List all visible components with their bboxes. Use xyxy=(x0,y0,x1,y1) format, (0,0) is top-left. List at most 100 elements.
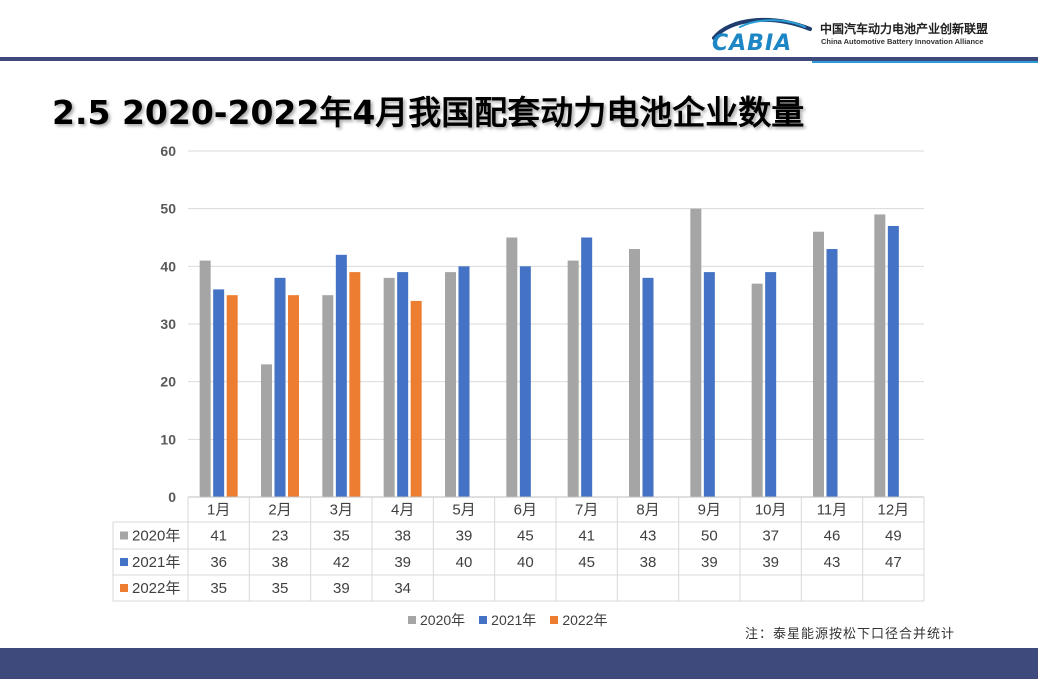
table-cell-value: 47 xyxy=(885,554,902,571)
legend-label: 2022年 xyxy=(562,612,608,628)
header-rule xyxy=(0,57,1038,61)
x-tick-label: 11月 xyxy=(817,502,848,519)
bar-2020-m10 xyxy=(751,283,763,497)
table-cell-value: 42 xyxy=(333,554,350,571)
bar-2021-m12 xyxy=(887,225,899,497)
bar-2020-m4 xyxy=(383,277,395,497)
legend-swatch xyxy=(479,616,488,624)
table-cell-value: 43 xyxy=(640,528,657,545)
bar-2021-m5 xyxy=(458,266,470,497)
bar-2022-m2 xyxy=(288,295,299,497)
table-cell-value: 46 xyxy=(824,528,841,545)
cabia-logo: CABIA xyxy=(712,18,812,54)
y-tick-label: 20 xyxy=(160,374,176,390)
table-row: 2022年 35 35 39 34 xyxy=(120,580,411,597)
bar-2020-m8 xyxy=(629,249,640,497)
legend-item-2021: 2021年 xyxy=(479,613,536,627)
bar-2021-m11 xyxy=(826,249,838,497)
table-cell-value: 41 xyxy=(578,528,595,545)
x-tick-label: 4月 xyxy=(391,502,414,519)
table-cell-value: 35 xyxy=(210,580,227,597)
source-note: 注：泰星能源按松下口径合并统计 xyxy=(745,627,956,642)
table-row-label: 2020年 xyxy=(132,528,180,545)
org-name-en: China Automotive Battery Innovation Alli… xyxy=(821,37,984,46)
gridlines: 0 10 20 30 40 50 60 xyxy=(160,143,924,505)
y-tick-label: 40 xyxy=(160,258,176,274)
table-row-label: 2022年 xyxy=(132,580,180,597)
table-cell-value: 38 xyxy=(272,554,289,571)
legend-swatch xyxy=(408,616,416,624)
table-cell-value: 40 xyxy=(456,554,473,571)
y-tick-label: 30 xyxy=(160,316,176,332)
legend-label: 2020年 xyxy=(420,612,466,628)
table-cell-value: 49 xyxy=(885,528,902,545)
bars xyxy=(199,208,899,497)
table-cell-value: 36 xyxy=(210,554,227,571)
table-cell-value: 34 xyxy=(394,580,411,597)
table-cell-value: 39 xyxy=(762,554,779,571)
table-cell-value: 43 xyxy=(824,554,841,571)
x-tick-label: 1月 xyxy=(207,502,230,519)
bar-2020-m9 xyxy=(690,208,702,497)
table-cell-value: 39 xyxy=(701,554,718,571)
x-tick-label: 7月 xyxy=(575,502,598,519)
bar-2021-m8 xyxy=(642,277,654,497)
org-name-cn: 中国汽车动力电池产业创新联盟 xyxy=(820,22,989,36)
table-cell-value: 35 xyxy=(333,528,350,545)
table-cell-value: 39 xyxy=(394,554,411,571)
table-cell-value: 37 xyxy=(762,528,779,545)
chart-legend: 2020年 2021年 2022年 xyxy=(408,613,607,627)
bar-2020-m7 xyxy=(567,260,579,497)
bar-2022-m4 xyxy=(410,300,422,497)
x-tick-label: 9月 xyxy=(698,502,721,519)
legend-label: 2021年 xyxy=(491,612,537,628)
bar-2020-m6 xyxy=(506,237,518,497)
table-cell-value: 35 xyxy=(272,580,289,597)
x-tick-label: 2月 xyxy=(268,502,291,519)
table-cell-value: 38 xyxy=(394,528,411,545)
bar-2020-m5 xyxy=(445,272,456,497)
x-tick-label: 8月 xyxy=(636,502,659,519)
bar-2022-m3 xyxy=(349,272,361,497)
x-tick-label: 5月 xyxy=(452,502,475,519)
table-row: 2020年 41 23 35 38 39 45 41 43 50 37 46 49 xyxy=(120,528,902,545)
table-row-swatch xyxy=(120,558,128,566)
bar-2021-m7 xyxy=(581,237,593,497)
bar-2021-m10 xyxy=(765,272,777,497)
table-cell-value: 23 xyxy=(272,528,289,545)
table-cell-value: 39 xyxy=(333,580,350,597)
table-row-label: 2021年 xyxy=(132,554,180,571)
bar-2021-m9 xyxy=(703,272,715,497)
bar-2021-m1 xyxy=(213,289,225,497)
x-tick-label: 3月 xyxy=(330,502,353,519)
table-cell-value: 45 xyxy=(578,554,595,571)
table-row-swatch xyxy=(120,531,128,540)
header-rule-accent xyxy=(812,61,1038,63)
logo-wordmark: CABIA xyxy=(712,31,792,54)
y-tick-label: 50 xyxy=(160,201,176,217)
x-tick-label: 6月 xyxy=(514,502,537,519)
table-cell-value: 45 xyxy=(517,528,534,545)
bar-2020-m3 xyxy=(322,295,334,497)
bar-2020-m2 xyxy=(261,364,272,497)
logo-swoosh-accent xyxy=(739,19,806,28)
x-tick-label: 12月 xyxy=(877,502,909,519)
footer-band xyxy=(0,648,1038,679)
bar-2020-m1 xyxy=(199,260,211,497)
y-tick-label: 10 xyxy=(160,431,176,447)
bar-2021-m3 xyxy=(335,254,347,497)
bar-2020-m12 xyxy=(874,214,886,497)
legend-item-2020: 2020年 xyxy=(408,613,465,627)
legend-swatch xyxy=(550,616,559,624)
bar-2021-m4 xyxy=(397,272,409,497)
bar-2021-m6 xyxy=(519,266,531,497)
y-tick-label: 0 xyxy=(168,489,176,505)
legend-item-2022: 2022年 xyxy=(550,613,607,627)
bar-2022-m1 xyxy=(226,295,238,497)
table-row: 2021年 36 38 42 39 40 40 45 38 39 39 43 47 xyxy=(120,554,902,571)
table-cell-value: 41 xyxy=(210,528,227,545)
y-tick-label: 60 xyxy=(160,143,176,159)
bar-2021-m2 xyxy=(274,277,286,497)
